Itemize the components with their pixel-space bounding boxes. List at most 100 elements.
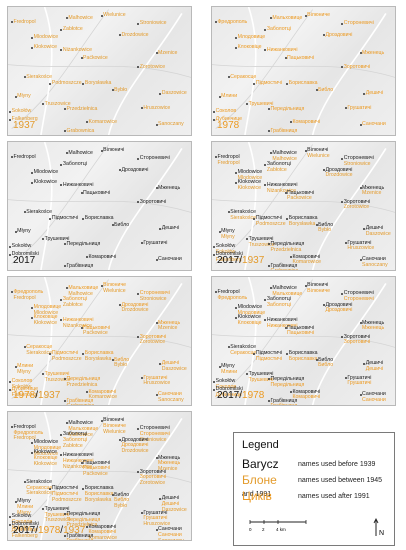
place-label-1978: Грушатичі (347, 104, 372, 111)
place-label-2017: Вілюничі (307, 282, 329, 289)
place-label-1939: Kłokowice (237, 185, 261, 192)
settlement-dot (42, 238, 45, 241)
settlement-dot (322, 34, 325, 37)
settlement-dot (304, 284, 307, 287)
settlement-dot (10, 156, 13, 159)
settlement-dot (60, 184, 63, 187)
place-label-2017: Саночани (158, 526, 182, 533)
place-label-1978: Клоковіце (33, 455, 58, 462)
caption-part: 1937 (242, 255, 265, 266)
settlement-dot (64, 130, 67, 133)
settlement-dot (111, 494, 114, 497)
settlement-dot (31, 171, 34, 174)
place-label-1939: Zorotowice (343, 204, 370, 211)
settlement-dot (10, 426, 13, 429)
place-label-1939: Daszowice (161, 90, 187, 97)
place-label-1939: Stroniowice (139, 295, 167, 302)
place-label-1939: Paćkowice (83, 330, 108, 337)
settlement-dot (155, 457, 158, 460)
place-label-1939: Hruszowice (143, 380, 171, 387)
map-background (8, 7, 191, 135)
road-line (215, 9, 313, 129)
settlement-dot (218, 365, 221, 368)
place-label-2017: Sokołów (215, 378, 236, 385)
settlement-dot (253, 217, 256, 220)
settlement-dot (80, 462, 83, 465)
place-label-2017: Мженець (362, 184, 385, 191)
place-label-1978: Фредрополь (217, 18, 248, 25)
settlement-dot (31, 441, 34, 444)
road-line (107, 147, 183, 270)
place-label-1939: Paćkowice (83, 471, 108, 478)
settlement-dot (269, 152, 272, 155)
place-label-2017: Młyny (221, 228, 235, 235)
settlement-dot (253, 352, 256, 355)
place-label-1939: Daszowice (365, 231, 391, 238)
settlement-dot (86, 391, 89, 394)
settlement-dot (60, 28, 63, 31)
place-label-2017: Грушатичі (143, 239, 168, 246)
place-label-1939: Mlodowice (237, 174, 263, 181)
place-label-1939: Sanoczany (362, 262, 388, 268)
road-line (8, 469, 191, 483)
place-label-2017: Fredropol (217, 153, 240, 160)
place-label-1939: Malhowice (272, 155, 297, 162)
legend-desc-3: names used after 1991 (298, 493, 370, 500)
place-label-2017: Бориславка (84, 215, 114, 222)
settlement-dot (137, 471, 140, 474)
place-label-1978: Дешичі (161, 360, 180, 367)
place-label-1978: Дубинчице (215, 116, 243, 123)
place-label-2017: Мженець (362, 319, 385, 326)
place-label-1978: Саночани (158, 391, 182, 398)
place-label-1939: Falkenberg (11, 116, 38, 123)
place-label-2017: Грушатичі (143, 509, 168, 516)
settlement-dot (155, 258, 158, 261)
place-label-1978: Мальховице (68, 284, 99, 291)
place-label-1939: Przedziełnica (66, 522, 98, 529)
place-label-2017: Дешичі (365, 225, 384, 232)
caption-part: / (60, 525, 64, 536)
settlement-dot (137, 336, 140, 339)
road-line (11, 9, 109, 129)
place-label-1939: Sanoczany (158, 537, 184, 541)
settlement-dot (86, 526, 89, 529)
place-label-1978: Серакосце (26, 343, 53, 350)
place-label-1978: Библо (318, 86, 334, 93)
place-label-2017: Комаровичі (88, 253, 117, 260)
place-label-1978: Грабівниця (271, 404, 298, 405)
settlement-dot (155, 52, 158, 55)
place-label-1939: Truszowice (44, 100, 71, 107)
settlement-dot (253, 82, 256, 85)
place-label-1939: Mlodowice (33, 34, 59, 41)
settlement-dot (49, 352, 52, 355)
map-panel-5: Фредрополь Fredropol Мальховице Malhowice Ві… (7, 276, 192, 406)
place-label-1978: Млини (17, 363, 34, 370)
settlement-dot (31, 36, 34, 39)
settlement-dot (64, 513, 67, 516)
place-label-1978: Соколов (215, 108, 237, 115)
settlement-dot (344, 242, 347, 245)
settlement-dot (140, 107, 143, 110)
place-label-1939: Niżankowice (62, 463, 93, 470)
settlement-dot (246, 238, 249, 241)
settlement-dot (64, 265, 67, 268)
map-panel-2: Фредрополь Мальховице Вілюниче Стороневичі З… (211, 6, 396, 136)
settlement-dot (213, 380, 216, 383)
road-line (244, 7, 257, 135)
place-label-1978: Фредрополь (217, 294, 248, 301)
place-label-1978: Пацьковичі (287, 54, 315, 61)
place-label-2017: Стороневичі (139, 155, 170, 162)
place-label-2017: Дешичі (365, 360, 384, 367)
settlement-dot (235, 36, 238, 39)
place-label-2017: Зоротовичі (139, 468, 167, 475)
settlement-dot (9, 515, 12, 518)
place-label-2017: Нижанковичі (266, 181, 298, 188)
legend-desc-1: names used before 1939 (298, 461, 376, 468)
road-line (40, 277, 53, 405)
settlement-dot (64, 108, 67, 111)
settlement-dot (14, 95, 17, 98)
place-label-2017: Стороневичі (343, 155, 374, 162)
place-label-1939: Stroniowice (343, 160, 371, 167)
place-label-1939: Przedziełnica (270, 246, 302, 253)
place-label-2017: Mlodowice (33, 169, 59, 176)
